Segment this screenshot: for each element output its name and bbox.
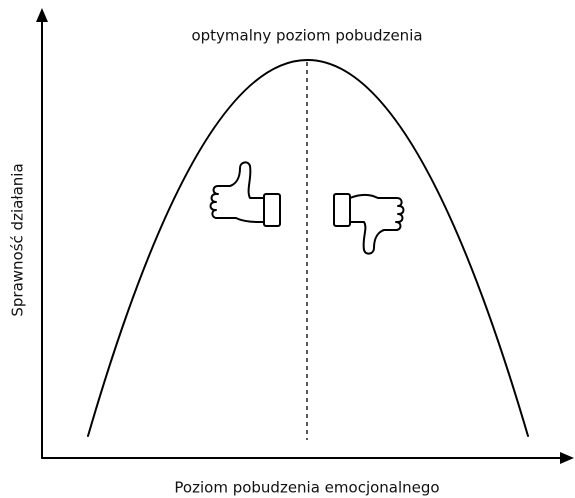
curve — [87, 59, 529, 437]
x-axis-arrow — [560, 452, 574, 464]
thumb-down-icon — [333, 193, 405, 255]
thumb-up-icon — [209, 161, 281, 227]
y-axis-arrow — [36, 8, 48, 22]
peak-label: optymalny poziom pobudzenia — [191, 27, 422, 45]
x-axis-label: Poziom pobudzenia emocjonalnego — [174, 479, 439, 497]
y-axis-label: Sprawność działania — [9, 163, 27, 316]
